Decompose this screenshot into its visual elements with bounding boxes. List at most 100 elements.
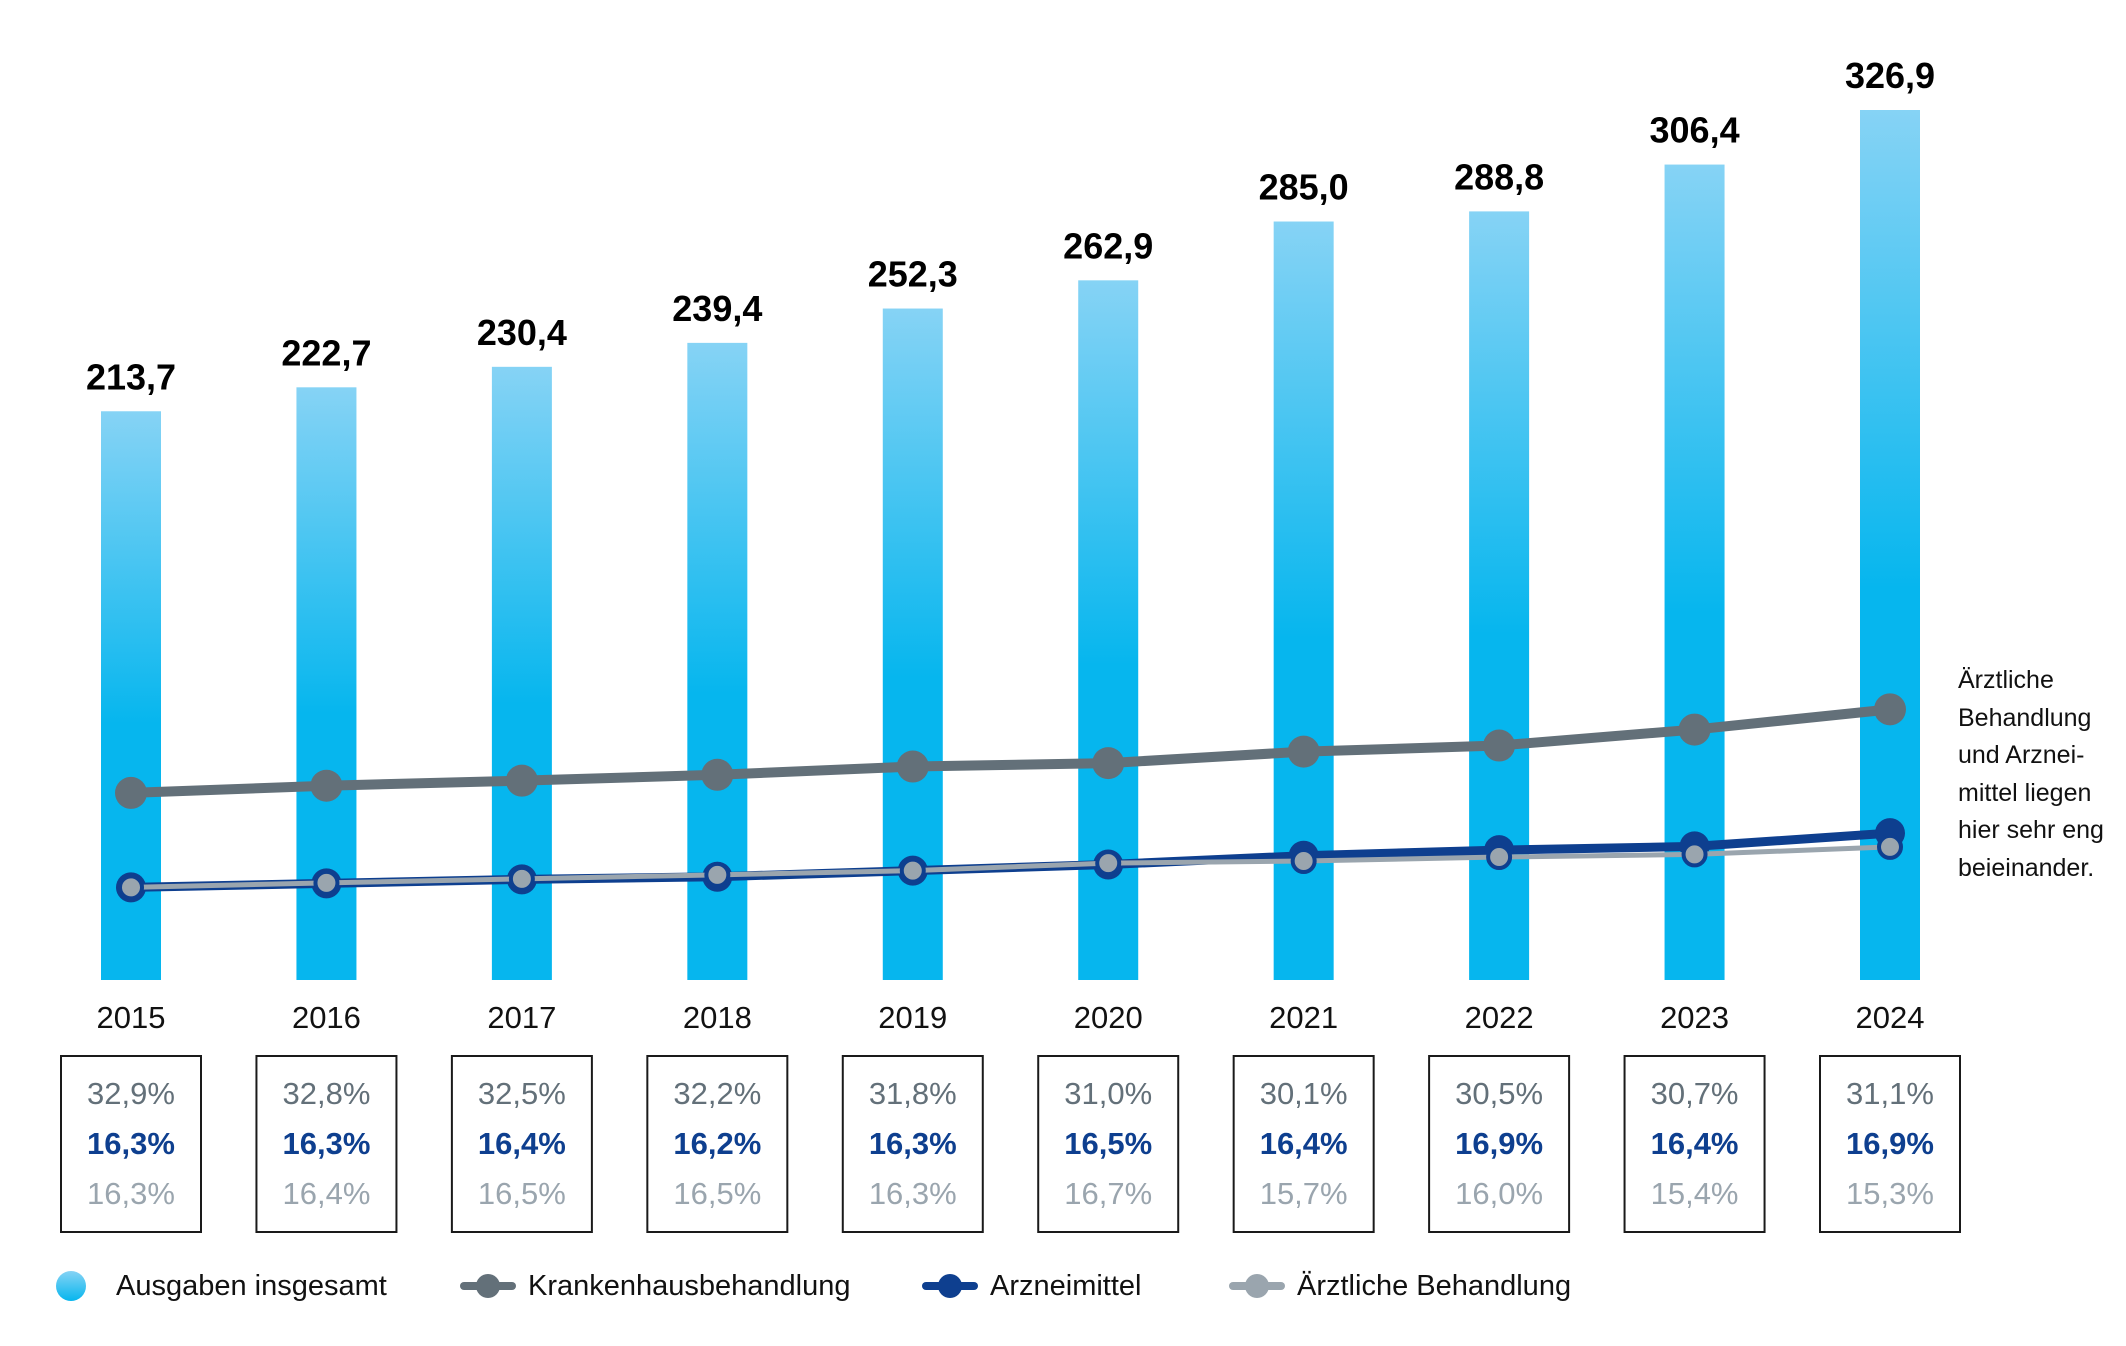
aerztlich-point-2021 [1290, 848, 1317, 875]
year-label-2022: 2022 [1465, 1000, 1534, 1035]
share-box-2022 [1428, 1055, 1571, 1233]
total-labels-layer: 213,7 222,7 230,4 239,4 252,3 262,9 285,0 288,8… [86, 55, 1935, 397]
total-label-2021: 285,0 [1259, 167, 1349, 208]
share-krankenhaus-2017: 32,5% [478, 1076, 566, 1111]
share-krankenhaus-2024: 31,1% [1846, 1076, 1934, 1111]
share-arzneimittel-2018: 16,2% [673, 1126, 761, 1161]
share-boxes-layer: 32,9% 16,3% 16,3% 32,8% 16,3% 16,4% 32,5% 16,4%… [60, 1055, 1961, 1233]
legend-item-ausgaben: Ausgaben insgesamt [56, 1262, 387, 1310]
krankenhaus-line [126, 704, 1895, 798]
legend-bar-swatch [56, 1271, 86, 1301]
share-krankenhaus-2016: 32,8% [282, 1076, 370, 1111]
share-aerztlich-2015: 16,3% [87, 1176, 175, 1211]
krankenhaus-point-2023 [1678, 713, 1711, 746]
share-arzneimittel-2015: 16,3% [87, 1126, 175, 1161]
year-label-2016: 2016 [292, 1000, 361, 1035]
aerztlich-point-2019 [899, 857, 926, 884]
aerztlich-point-2022 [1486, 844, 1513, 871]
krankenhaus-point-2024 [1874, 693, 1906, 726]
krankenhaus-point-2022 [1483, 729, 1516, 762]
total-label-2024: 326,9 [1845, 55, 1935, 96]
total-label-2016: 222,7 [281, 332, 371, 373]
annotation-line: mittel liegen [1958, 778, 2092, 807]
annotation-line: und Arznei- [1958, 741, 2085, 769]
aerztlich-point-2024 [1877, 833, 1903, 860]
share-aerztlich-2022: 16,0% [1455, 1176, 1543, 1211]
share-krankenhaus-2023: 30,7% [1651, 1076, 1739, 1111]
total-label-2020: 262,9 [1063, 225, 1153, 266]
legend-label: Arzneimittel [990, 1269, 1142, 1302]
year-label-2017: 2017 [487, 1000, 556, 1035]
share-krankenhaus-2020: 31,0% [1064, 1076, 1152, 1111]
year-label-2021: 2021 [1269, 1000, 1338, 1035]
share-box-2017 [450, 1055, 593, 1233]
share-arzneimittel-2021: 16,4% [1260, 1126, 1348, 1161]
legend-line-swatch [460, 1271, 516, 1301]
share-krankenhaus-2021: 30,1% [1260, 1076, 1348, 1111]
krankenhaus-point-2016 [310, 769, 343, 802]
year-label-2018: 2018 [683, 1000, 752, 1035]
year-label-2015: 2015 [97, 1000, 166, 1035]
aerztlich-line [128, 844, 1893, 890]
share-aerztlich-2017: 16,5% [478, 1176, 566, 1211]
share-arzneimittel-2019: 16,3% [869, 1126, 957, 1161]
legend-label: Krankenhausbehandlung [528, 1269, 851, 1302]
share-arzneimittel-2024: 16,9% [1846, 1126, 1934, 1161]
krankenhaus-point-2018 [701, 758, 734, 791]
total-label-2018: 239,4 [672, 288, 762, 329]
share-aerztlich-2024: 15,3% [1846, 1176, 1934, 1211]
krankenhaus-point-2019 [896, 750, 929, 783]
share-krankenhaus-2019: 31,8% [869, 1076, 957, 1111]
legend-line-swatch [922, 1271, 978, 1301]
total-label-2015: 213,7 [86, 356, 176, 397]
total-label-2019: 252,3 [868, 254, 958, 295]
year-label-2024: 2024 [1856, 1000, 1925, 1035]
aerztlich-point-2020 [1095, 850, 1122, 877]
total-label-2022: 288,8 [1454, 156, 1544, 197]
annotation-line: beieinander. [1958, 853, 2095, 882]
legend-line-swatch [1229, 1271, 1285, 1301]
share-box-2018 [646, 1055, 789, 1233]
krankenhaus-point-2017 [505, 764, 538, 797]
legend-label: Ausgaben insgesamt [116, 1269, 387, 1302]
share-aerztlich-2018: 16,5% [673, 1176, 761, 1211]
lines-layer [115, 693, 1906, 903]
legend-item-arzneimittel: Arzneimittel [922, 1262, 1142, 1310]
aerztlich-point-2015 [118, 874, 144, 901]
share-aerztlich-2016: 16,4% [282, 1176, 370, 1211]
aerztlich-point-2018 [704, 861, 731, 888]
share-box-2019 [841, 1055, 984, 1233]
annotation-line: Ärztliche [1958, 666, 2054, 694]
total-label-2023: 306,4 [1650, 110, 1740, 151]
share-arzneimittel-2023: 16,4% [1651, 1126, 1739, 1161]
annotation-line: Behandlung [1958, 703, 2092, 732]
share-arzneimittel-2022: 16,9% [1455, 1126, 1543, 1161]
share-aerztlich-2021: 15,7% [1260, 1176, 1348, 1211]
share-aerztlich-2020: 16,7% [1064, 1176, 1152, 1211]
annotation-note: Ärztliche Behandlung und Arznei- mittel … [1958, 662, 2118, 887]
share-arzneimittel-2017: 16,4% [478, 1126, 566, 1161]
legend-item-aerztlich: Ärztliche Behandlung [1229, 1262, 1571, 1310]
year-label-2020: 2020 [1074, 1000, 1143, 1035]
legend-item-krankenhaus: Krankenhausbehandlung [460, 1262, 851, 1310]
share-krankenhaus-2022: 30,5% [1455, 1076, 1543, 1111]
year-labels-layer: 2015 2016 2017 2018 2019 2020 2021 2022 2023 2024 [97, 1000, 1925, 1035]
share-aerztlich-2023: 15,4% [1651, 1176, 1739, 1211]
share-box-2023 [1623, 1055, 1766, 1233]
share-box-2020 [1037, 1055, 1180, 1233]
total-label-2017: 230,4 [477, 312, 567, 353]
share-box-2016 [255, 1055, 398, 1233]
year-label-2023: 2023 [1660, 1000, 1729, 1035]
share-box-2021 [1232, 1055, 1375, 1233]
share-arzneimittel-2016: 16,3% [282, 1126, 370, 1161]
krankenhaus-point-2020 [1092, 747, 1125, 780]
aerztlich-point-2016 [313, 869, 340, 896]
share-box-2024 [1819, 1055, 1961, 1233]
annotation-line: hier sehr eng [1958, 816, 2104, 844]
share-box-2015 [60, 1055, 202, 1233]
share-aerztlich-2019: 16,3% [869, 1176, 957, 1211]
legend: Ausgaben insgesamt Krankenhausbehandlung… [56, 1262, 1756, 1310]
krankenhaus-point-2015 [115, 776, 147, 809]
aerztlich-point-2017 [508, 865, 535, 892]
